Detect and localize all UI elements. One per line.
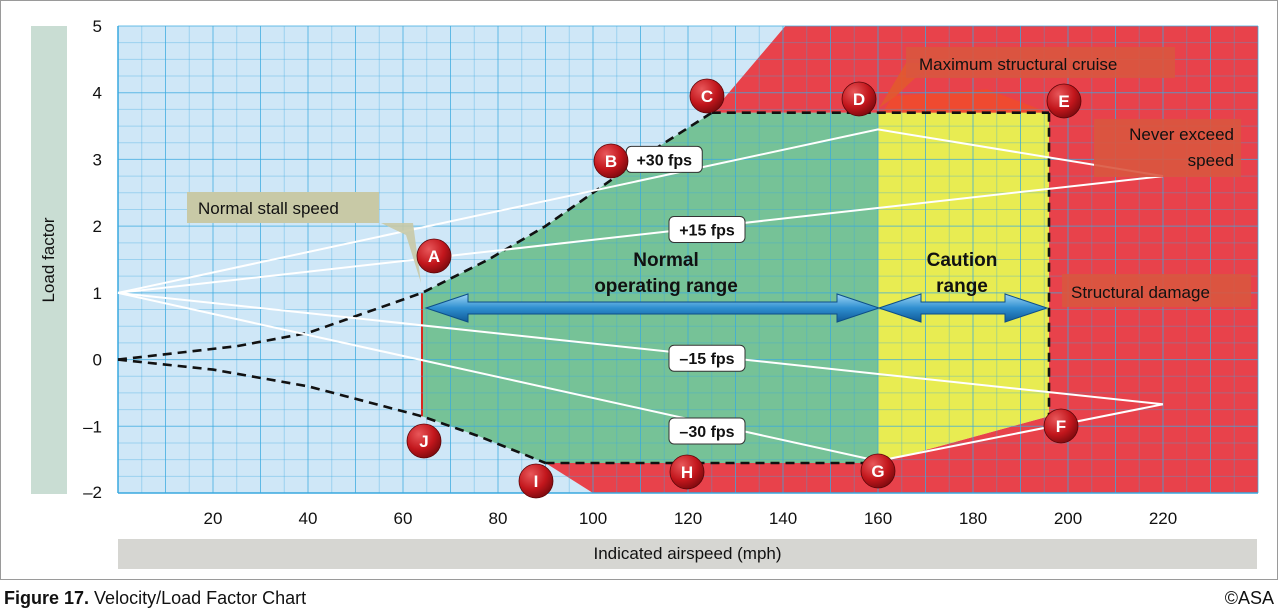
point-label-h: H: [681, 463, 693, 482]
y-tick-label: 5: [93, 17, 102, 36]
point-label-g: G: [871, 462, 884, 481]
x-tick-label: 40: [299, 509, 318, 528]
point-label-e: E: [1058, 92, 1069, 111]
structural-damage-label: Structural damage: [1071, 283, 1210, 302]
x-axis-label: Indicated airspeed (mph): [593, 544, 782, 563]
point-marker-g: [860, 453, 896, 489]
point-marker-f: [1043, 408, 1079, 444]
point-label-j: J: [419, 432, 428, 451]
figure-title: Velocity/Load Factor Chart: [94, 588, 307, 608]
structural-damage-box: [1062, 274, 1251, 307]
stall-callout-pointer: [381, 223, 421, 283]
point-label-c: C: [701, 87, 713, 106]
point-label-f: F: [1056, 417, 1066, 436]
x-tick-label: 20: [204, 509, 223, 528]
gust-label-box-minus30: [668, 417, 746, 445]
y-tick-label: –2: [83, 483, 102, 502]
y-tick-label: 2: [93, 217, 102, 236]
x-tick-label: 100: [579, 509, 607, 528]
point-label-b: B: [605, 152, 617, 171]
y-tick-label: 4: [93, 84, 102, 103]
gust-label-plus30: +30 fps: [636, 152, 692, 169]
point-label-i: I: [534, 472, 539, 491]
x-tick-label: 80: [489, 509, 508, 528]
normal-range-label-line2: operating range: [594, 276, 738, 297]
never-exceed-box: [1094, 119, 1241, 177]
figure-label: Figure 17.: [4, 588, 90, 608]
structural-damage-region: [545, 26, 1258, 493]
caution-range-label-line2: range: [936, 276, 988, 297]
point-marker-a: [416, 238, 452, 274]
y-tick-label: 0: [93, 351, 102, 370]
maximum-structural-cruise-label: Maximum structural cruise: [919, 55, 1117, 74]
gust-label-minus15: –15 fps: [679, 351, 734, 368]
series--30-fps-line: [117, 128, 1164, 294]
point-marker-i: [518, 463, 554, 499]
point-marker-c: [689, 78, 725, 114]
y-tick-label: 1: [93, 284, 102, 303]
series--15-fps-line: [117, 175, 1164, 294]
y-tick-label: –1: [83, 417, 102, 436]
point-label-a: A: [428, 247, 440, 266]
point-marker-b: [593, 143, 629, 179]
x-tick-label: 180: [959, 509, 987, 528]
never-exceed-label-line1: Never exceed: [1129, 125, 1234, 144]
series-negative-stall-limit-line: [117, 358, 546, 465]
never-exceed-label-line2: speed: [1188, 151, 1234, 170]
normal-operating-region: [422, 112, 878, 463]
vg-diagram: Normal stall speed Maximum structural cru…: [83, 17, 1259, 528]
gust-label-box-plus15: [668, 215, 746, 243]
point-marker-e: [1046, 83, 1082, 119]
caution-range-arrow: [877, 293, 1049, 323]
caution-region: [878, 112, 1049, 463]
point-label-d: D: [853, 90, 865, 109]
point-marker-j: [406, 423, 442, 459]
x-tick-label: 200: [1054, 509, 1082, 528]
y-tick-label: 3: [93, 150, 102, 169]
series--15-fps-line: [117, 291, 1164, 406]
x-tick-label: 220: [1149, 509, 1177, 528]
cruise-callout-box: [906, 47, 1175, 78]
gust-label-minus30: –30 fps: [679, 424, 734, 441]
point-marker-d: [841, 81, 877, 117]
figure-caption: Figure 17. Velocity/Load Factor Chart: [4, 588, 306, 609]
figure-frame: Load factor Normal stall speed Maximum st…: [0, 0, 1278, 580]
x-tick-label: 140: [769, 509, 797, 528]
caution-range-label-line1: Caution: [927, 250, 998, 271]
normal-range-label-line1: Normal: [633, 250, 698, 271]
stall-callout-box: [187, 192, 379, 223]
figure-credit: ©ASA: [1224, 588, 1274, 608]
y-axis-label-band: [31, 26, 67, 494]
structural-cruise-flare: [882, 89, 1049, 113]
gust-label-plus15: +15 fps: [679, 222, 735, 239]
x-tick-label: 60: [394, 509, 413, 528]
point-marker-h: [669, 454, 705, 490]
normal-stall-speed-label: Normal stall speed: [198, 199, 339, 218]
x-axis-label-band: Indicated airspeed (mph): [118, 539, 1257, 569]
x-tick-label: 120: [674, 509, 702, 528]
series-positive-stall-limit-line: [117, 111, 713, 361]
gust-label-box-minus15: [668, 344, 746, 372]
x-tick-label: 160: [864, 509, 892, 528]
